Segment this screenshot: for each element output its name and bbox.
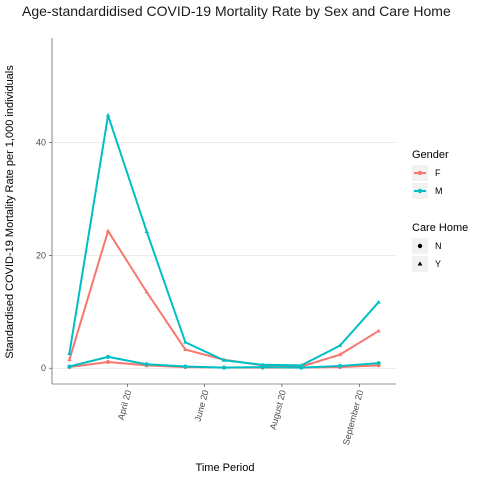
gridlines [52,142,396,369]
data-point [299,365,304,370]
legend-item-F: F [412,165,441,181]
legend-label: N [435,241,442,251]
y-tick-label: 40 [36,137,46,147]
legend-gender-title: Gender [412,149,449,161]
data-point [67,351,72,355]
chart-title: Age-standardidised COVID-19 Mortality Ra… [22,3,451,19]
data-point [183,364,188,369]
legend-marker [417,188,423,194]
y-tick-label: 0 [41,363,46,373]
legend-marker [417,170,423,176]
legend: Gender FM Care Home NY [412,149,468,272]
data-point [376,299,381,304]
data-point [144,229,149,234]
data-point [376,361,381,366]
data-point [337,352,343,357]
data-point [337,363,342,368]
data-point [105,112,111,117]
data-point [222,365,226,370]
legend-marker [417,243,423,249]
data-point [106,359,111,364]
legend-marker [417,261,423,266]
y-axis-label: Standardised COVID-19 Mortality Rate per… [4,65,16,359]
data-point [183,339,188,344]
x-tick-label: September 20 [341,389,365,446]
series-M-Y [67,112,381,367]
data-point [337,343,343,348]
series-line [68,114,380,367]
data-point [376,328,381,333]
legend-care-title: Care Home [412,222,468,234]
data-point [260,365,265,370]
data-point [299,362,304,367]
legend-label: F [435,168,441,178]
data-point [260,362,265,367]
data-point [221,357,227,362]
series-M-N [67,354,381,370]
data-point [144,362,149,367]
x-tick-label: June 20 [193,389,211,423]
y-tick-label: 20 [36,250,46,260]
legend-label: Y [435,259,441,269]
y-ticks: 0 20 40 [36,137,52,373]
data-point [183,347,188,352]
data-point [67,364,72,369]
plot-area: 0 20 40 April 20 June 20 August 20 September … [36,38,396,446]
data-point [106,354,111,359]
series-layer [67,112,381,370]
x-tick-label: August 20 [268,389,288,431]
series-line [68,230,380,368]
legend-gender-items: FM [412,165,443,199]
legend-item-M: M [412,183,443,199]
data-point [144,289,149,294]
x-tick-label: April 20 [116,389,134,421]
x-ticks: April 20 June 20 August 20 September 20 [116,384,365,446]
legend-item-care-Y: Y [412,256,441,272]
data-point [67,357,72,362]
legend-care-items: NY [412,238,442,272]
data-point [105,228,111,233]
x-axis-label: Time Period [196,462,255,474]
series-F-Y [67,228,381,368]
legend-item-care-N: N [412,238,442,254]
legend-label: M [435,186,443,196]
